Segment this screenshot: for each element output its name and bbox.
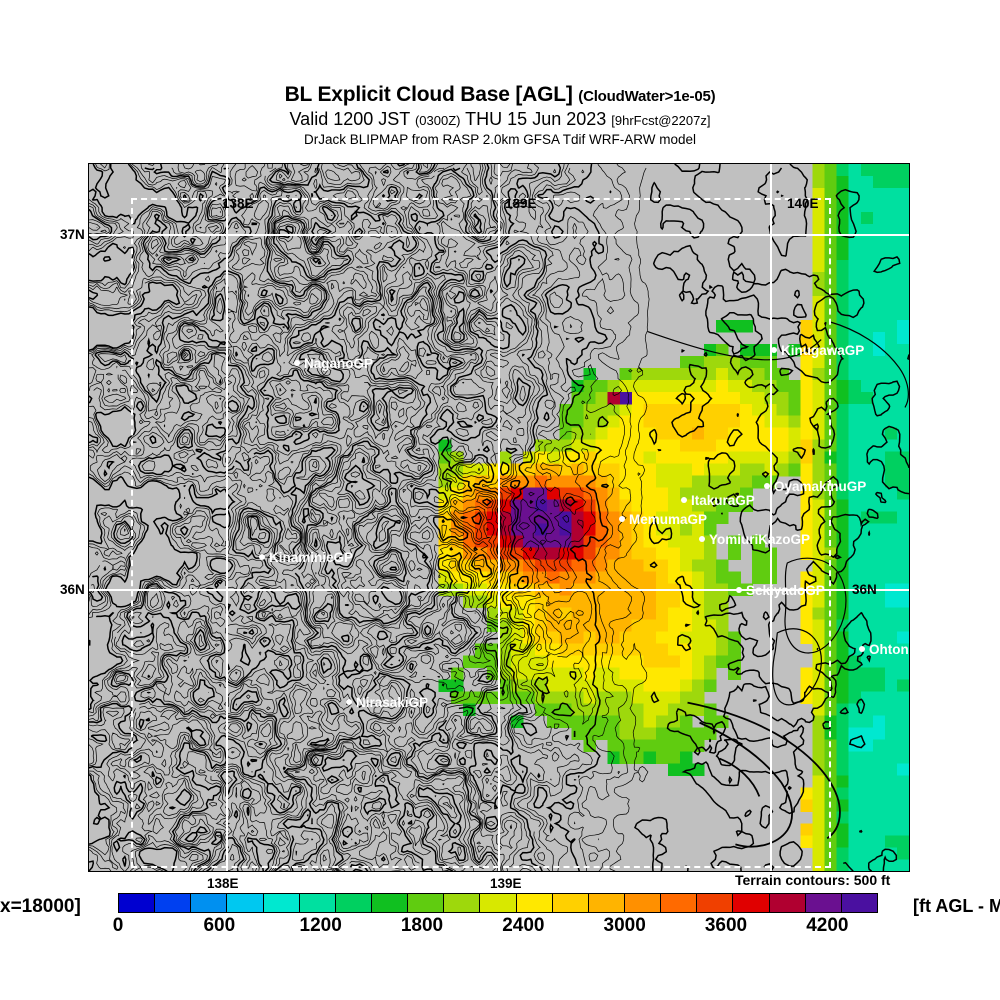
station-label: Ohtone	[869, 641, 909, 657]
colorbar-tick-1200: 1200	[299, 915, 342, 936]
terrain-contour-layer	[89, 164, 909, 871]
chart-title-main: BL Explicit Cloud Base [AGL]	[284, 83, 573, 106]
valid-date: THU 15 Jun 2023	[465, 109, 607, 129]
station-marker-oyamakinugp[interactable]: OyamakinuGP	[764, 479, 866, 493]
station-label: MemumaGP	[629, 511, 708, 527]
chart-subtitle-valid: Valid 1200 JST (0300Z) THU 15 Jun 2023 […	[0, 109, 1000, 131]
colorbar-tick-4200: 4200	[806, 915, 849, 936]
colorbar-swatch-0	[119, 894, 156, 912]
colorbar-units-label: [ft AGL - M	[913, 896, 1000, 916]
station-label: NirasakiGP	[356, 694, 429, 710]
colorbar-tick-0: 0	[112, 915, 124, 936]
colorbar-tick-2400: 2400	[502, 915, 545, 936]
colorbar-swatch-10	[480, 894, 517, 912]
colorbar-swatch-15	[661, 894, 698, 912]
lon-label-bottom-0: 138E	[207, 876, 239, 891]
valid-time: Valid 1200 JST	[289, 109, 410, 129]
station-label: ItakuraGP	[691, 492, 755, 508]
station-marker-itakuragp[interactable]: ItakuraGP	[681, 493, 755, 507]
station-label: YomiuriKazoGP	[709, 531, 811, 547]
station-dot-icon	[859, 646, 865, 653]
gridline-lat-36N	[89, 589, 909, 591]
colorbar-swatch-7	[371, 894, 409, 912]
station-marker-kinugawagp[interactable]: KinugawaGP	[771, 343, 864, 357]
station-dot-icon	[764, 483, 770, 490]
colorbar-tick-labels: 0 600 1200 1800 2400 3000 3600 4200	[0, 915, 1000, 945]
terrain-contour-note: Terrain contours: 500 ft	[735, 872, 891, 888]
station-marker-yomiurikazogp[interactable]: YomiuriKazoGP	[699, 532, 810, 546]
colorbar[interactable]	[118, 893, 878, 913]
lon-label-top-2: 140E	[787, 196, 819, 211]
colorbar-tick-600: 600	[203, 915, 236, 936]
station-label: SekiyadoGP	[746, 582, 825, 598]
coastline-layer	[647, 321, 909, 848]
valid-time-z: (0300Z)	[414, 113, 461, 128]
colorbar-swatch-16	[697, 894, 734, 912]
station-dot-icon	[259, 554, 265, 561]
map-frame[interactable]: NaganoGP KinaminieGP NirasakiGP FujigawaGP K…	[88, 163, 910, 872]
forecast-hour: [9hrFcst@2207z]	[611, 113, 711, 128]
station-marker-memumagp[interactable]: MemumaGP	[619, 512, 707, 526]
gridline-lon-140E	[770, 164, 772, 871]
colorbar-swatch-11	[516, 894, 553, 912]
lon-label-top-0: 138E	[222, 196, 254, 211]
colorbar-swatch-3	[227, 894, 264, 912]
station-label: KinugawaGP	[781, 342, 865, 358]
station-dot-icon	[771, 347, 777, 354]
station-dot-icon	[294, 360, 300, 367]
station-dot-icon	[736, 587, 742, 594]
station-label: OyamakinuGP	[774, 478, 867, 494]
station-dot-icon	[681, 497, 687, 504]
title-block: BL Explicit Cloud Base [AGL] (CloudWater…	[0, 84, 1000, 148]
station-dot-icon	[346, 699, 352, 706]
lat-label-2: 36N	[852, 582, 877, 597]
colorbar-swatch-17	[733, 894, 770, 912]
colorbar-swatch-4	[263, 894, 300, 912]
colorbar-swatch-8	[408, 894, 445, 912]
model-source-line: DrJack BLIPMAP from RASP 2.0km GFSA Tdif…	[303, 132, 697, 147]
colorbar-swatch-19	[805, 894, 842, 912]
gridline-lon-138E	[226, 164, 228, 871]
station-dot-icon	[619, 516, 625, 523]
station-dot-icon	[699, 536, 705, 543]
map-canvas[interactable]: NaganoGP KinaminieGP NirasakiGP FujigawaGP K…	[89, 164, 909, 871]
lon-label-top-1: 139E	[505, 196, 537, 211]
station-marker-naganogp[interactable]: NaganoGP	[294, 356, 373, 370]
colorbar-swatch-6	[335, 894, 372, 912]
chart-title: BL Explicit Cloud Base [AGL] (CloudWater…	[0, 84, 1000, 108]
station-marker-ohtone[interactable]: Ohtone	[859, 641, 909, 657]
gridline-lat-37N	[89, 234, 909, 236]
colorbar-tick-1800: 1800	[400, 915, 444, 936]
chart-title-suffix: (CloudWater>1e-05)	[578, 88, 716, 105]
colorbar-tick-3600: 3600	[704, 915, 748, 936]
station-marker-nirasakigp[interactable]: NirasakiGP	[346, 695, 428, 709]
station-label: NaganoGP	[304, 355, 374, 371]
station-marker-fujigawagp[interactable]: FujigawaGP	[386, 870, 473, 872]
colorbar-swatch-18	[769, 894, 806, 912]
station-label: FujigawaGP	[396, 870, 473, 872]
colorbar-swatch-12	[552, 894, 589, 912]
station-marker-kinaminiegp[interactable]: KinaminieGP	[259, 550, 353, 564]
colorbar-swatch-20	[841, 894, 877, 912]
colorbar-tick-3000: 3000	[603, 915, 646, 936]
forecast-domain-box	[131, 198, 831, 868]
station-label: KinaminieGP	[269, 549, 354, 565]
colorbar-swatch-2	[191, 894, 228, 912]
colorbar-swatch-13	[588, 894, 625, 912]
colorbar-swatch-9	[444, 894, 481, 912]
lat-label-0: 37N	[60, 227, 85, 242]
colorbar-swatch-1	[155, 894, 192, 912]
colorbar-max-label: x=18000]	[0, 896, 81, 917]
colorbar-swatch-14	[624, 894, 662, 912]
colorbar-swatch-5	[299, 894, 336, 912]
lon-label-bottom-1: 139E	[490, 876, 522, 891]
gridline-lon-139E	[498, 164, 500, 871]
lat-label-1: 36N	[60, 582, 85, 597]
station-marker-sekiyadogp[interactable]: SekiyadoGP	[736, 583, 825, 597]
